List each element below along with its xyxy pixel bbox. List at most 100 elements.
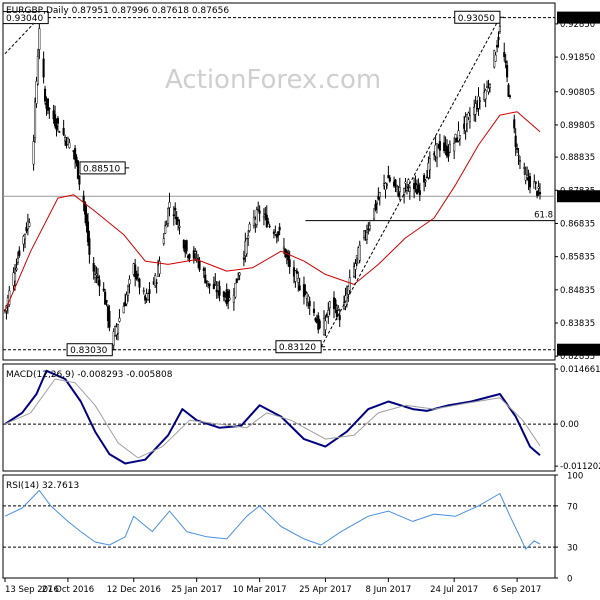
annotation-box	[66, 343, 113, 357]
candle-body	[222, 291, 225, 298]
candle-body	[387, 175, 390, 179]
candle-body	[228, 297, 231, 301]
candle-body	[102, 288, 105, 291]
candle-body	[444, 145, 447, 147]
candle-body	[275, 234, 278, 238]
candle-body	[16, 257, 19, 263]
candle-body	[388, 177, 391, 182]
candle-body	[305, 292, 308, 299]
y-tick-label: 0.92850	[560, 20, 595, 30]
candle-body	[312, 308, 316, 313]
candle-body	[327, 310, 330, 317]
candle-body	[66, 138, 69, 145]
candle-body	[477, 96, 480, 109]
candle-body	[508, 95, 512, 98]
candle-body	[287, 253, 290, 261]
candle-body	[158, 261, 161, 275]
candle-body	[245, 238, 248, 255]
candle-body	[298, 285, 301, 290]
annotation-box	[454, 10, 501, 24]
candle-body	[308, 300, 311, 307]
candle-body	[35, 81, 38, 104]
candle-body	[476, 107, 479, 110]
candle-body	[13, 273, 17, 282]
x-tick-label: 12 Dec 2016	[107, 585, 161, 595]
candle-body	[262, 215, 265, 219]
candle-body	[58, 131, 61, 133]
candle-body	[25, 226, 28, 232]
candle-body	[365, 232, 368, 240]
candle-body	[142, 290, 145, 292]
candle-body	[384, 182, 387, 191]
y-tick-label: 0.89805	[560, 121, 595, 131]
candle-body	[373, 208, 376, 220]
candle-body	[494, 54, 497, 62]
candle-body	[23, 233, 27, 240]
rsi-tick-label: 0	[567, 575, 572, 585]
rsi-tick-label: 100	[567, 472, 583, 482]
candle-body	[212, 283, 215, 289]
candle-body	[232, 295, 235, 303]
candle-body	[234, 283, 237, 298]
candle-body	[534, 181, 537, 184]
x-tick-label: 13 Sep 2016	[5, 585, 59, 595]
candle-body	[227, 291, 230, 303]
candle-body	[265, 214, 268, 228]
candle-body	[76, 160, 80, 179]
candle-body	[294, 270, 297, 282]
candle-body	[185, 240, 188, 252]
rsi-header: RSI(14) 32.7613	[6, 481, 79, 491]
candle-body	[453, 142, 456, 152]
macd-panel-frame	[2, 363, 556, 472]
rsi-panel-frame	[2, 474, 556, 579]
candle-body	[488, 84, 491, 88]
candle-body	[112, 331, 115, 346]
y-tick-label: 0.86835	[560, 219, 595, 229]
macd-signal-line	[4, 378, 541, 459]
candle-body	[247, 235, 250, 239]
candle-body	[105, 300, 108, 303]
candle-body	[418, 190, 421, 195]
rsi-tick-label: 70	[567, 502, 578, 512]
candle-body	[86, 221, 90, 243]
candle-body	[378, 192, 381, 197]
candle-body	[108, 310, 111, 328]
candle-body	[182, 240, 185, 249]
candle-body	[258, 210, 261, 214]
candle-body	[506, 64, 509, 78]
candle-body	[178, 225, 181, 228]
candle-body	[496, 45, 499, 48]
macd-macd-line	[4, 369, 541, 465]
candle-body	[125, 294, 128, 305]
candle-body	[307, 296, 310, 304]
candle-body	[28, 222, 31, 227]
candle-body	[168, 202, 171, 208]
candle-body	[277, 231, 280, 236]
candle-body	[167, 208, 170, 224]
candle-body	[198, 260, 201, 270]
candle-body	[454, 134, 457, 139]
candle-body	[375, 202, 378, 205]
price-label-box	[557, 190, 600, 203]
x-tick-label: 27 Oct 2016	[42, 585, 95, 595]
candle-body	[188, 254, 191, 259]
candle-body	[398, 187, 401, 192]
candle-body	[458, 135, 461, 140]
candle-body	[536, 191, 539, 196]
moving-average-line	[4, 111, 541, 312]
rsi-line	[4, 489, 541, 550]
candle-body	[537, 186, 540, 189]
x-tick-label: 10 Mar 2017	[233, 585, 287, 595]
annotation-label: 0.93050	[458, 14, 495, 24]
candle-body	[395, 184, 399, 187]
candle-body	[334, 299, 337, 306]
candle-body	[154, 275, 157, 286]
candle-body	[385, 184, 388, 186]
candle-body	[507, 84, 510, 97]
candle-body	[208, 283, 211, 287]
annotation-box	[2, 11, 49, 25]
candle-body	[335, 309, 338, 317]
candle-body	[282, 246, 285, 250]
candle-body	[404, 181, 407, 184]
